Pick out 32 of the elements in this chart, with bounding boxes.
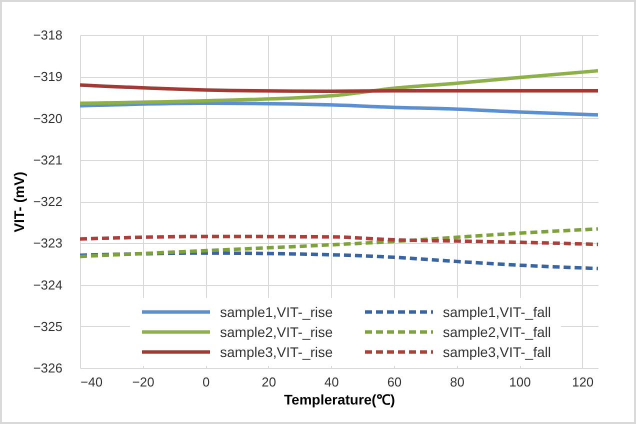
x-tick-label: 120 <box>572 374 594 390</box>
legend-label: sample1,VIT-_fall <box>442 304 551 320</box>
y-tick-label: −319 <box>33 69 62 84</box>
line-series <box>80 69 598 106</box>
x-tick-label: 100 <box>509 374 531 390</box>
x-tick-label: 80 <box>450 374 464 390</box>
y-tick-label: −323 <box>33 236 62 251</box>
legend-label: sample3,VIT-_fall <box>442 344 551 360</box>
x-tick-label: −20 <box>132 374 154 390</box>
y-tick-label: −320 <box>33 110 62 126</box>
y-tick-label: −325 <box>33 318 62 334</box>
legend-label: sample2,VIT-_rise <box>220 324 333 340</box>
y-tick-label: −318 <box>33 28 62 42</box>
line-series <box>80 234 598 246</box>
legend-label: sample3,VIT-_rise <box>220 344 333 360</box>
y-tick-label: −324 <box>33 277 62 292</box>
y-tick-label: −322 <box>33 194 62 209</box>
x-tick-label: 20 <box>262 374 276 390</box>
line-series <box>80 102 598 117</box>
line-series <box>80 251 598 270</box>
y-tick-label: −321 <box>33 152 62 168</box>
line-series <box>80 227 598 258</box>
y-tick-label: −326 <box>33 360 62 376</box>
x-tick-label: 40 <box>324 374 339 390</box>
legend-label: sample2,VIT-_fall <box>442 324 551 340</box>
y-axis-title: VIT- (mV) <box>11 172 28 232</box>
x-axis-title: Templerature(℃) <box>284 392 395 408</box>
x-tick-label: 60 <box>387 374 402 390</box>
line-series <box>80 83 598 93</box>
x-tick-label: 0 <box>202 374 210 390</box>
x-tick-label: −40 <box>80 374 103 390</box>
legend-label: sample1,VIT-_rise <box>220 304 333 320</box>
